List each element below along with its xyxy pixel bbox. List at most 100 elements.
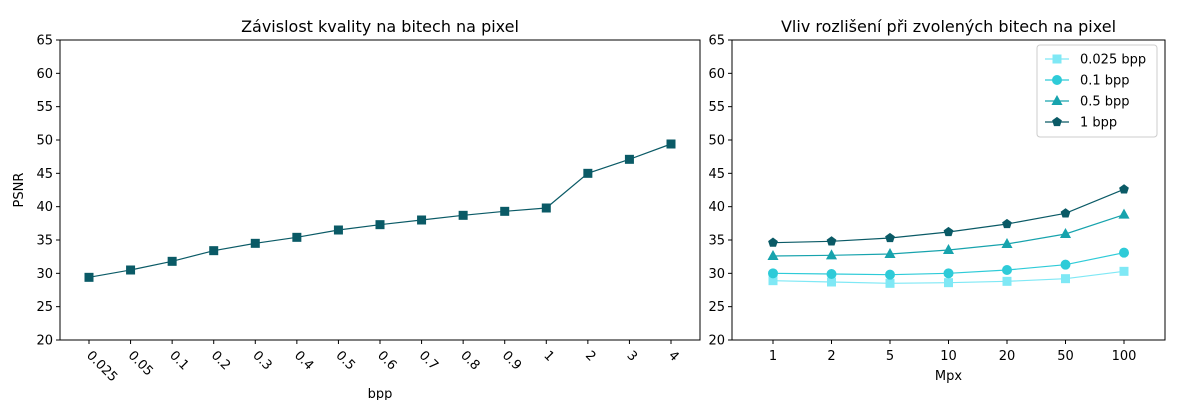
y-tick-label: 30: [36, 267, 53, 282]
x-tick-label: 0.1: [166, 348, 191, 373]
x-tick-label: 0.3: [249, 348, 274, 373]
x-tick-label: 4: [665, 348, 681, 364]
x-tick-label: 0.8: [457, 348, 482, 373]
data-point: [417, 215, 427, 225]
data-point: [885, 269, 895, 280]
data-point: [500, 206, 510, 216]
x-tick-label: 5: [886, 349, 894, 364]
data-point: [1118, 208, 1130, 219]
y-tick-label: 60: [708, 67, 725, 82]
data-point: [884, 247, 896, 258]
x-tick-label: 1: [769, 349, 777, 364]
y-tick-label: 35: [708, 234, 725, 249]
y-tick-label: 20: [708, 334, 725, 349]
data-point: [333, 225, 343, 235]
y-tick-label: 60: [36, 67, 53, 82]
x-tick-label: 0.4: [291, 348, 316, 373]
y-tick-label: 35: [36, 234, 53, 249]
data-point: [827, 277, 836, 287]
y-tick-label: 25: [708, 300, 725, 315]
data-point: [1060, 259, 1071, 270]
x-tick-label: 100: [1112, 349, 1137, 364]
y-tick-label: 65: [708, 34, 725, 49]
x-tick-label: 50: [1057, 349, 1074, 364]
data-point: [1119, 247, 1129, 258]
legend-marker: [1052, 116, 1062, 127]
y-tick-label: 45: [36, 167, 53, 182]
y-tick-label: 45: [708, 167, 725, 182]
axes-frame: [731, 39, 1166, 341]
x-tick-label: 2: [582, 348, 598, 364]
data-point: [942, 243, 955, 254]
data-point: [1119, 184, 1129, 194]
x-tick-label: 0.05: [125, 348, 156, 379]
legend: 0.025 bpp 0.1 bpp 0.5 bpp 1 bpp: [1036, 44, 1158, 138]
x-axis-label: Mpx: [935, 369, 962, 384]
data-point: [943, 268, 954, 279]
data-point: [541, 203, 551, 213]
chart-title: Závislost kvality na bitech na pixel: [241, 17, 519, 36]
data-point: [885, 278, 895, 288]
x-tick-label: 3: [624, 348, 640, 364]
legend-marker: [1052, 54, 1062, 64]
data-point: [292, 232, 302, 242]
x-tick-label: 0.5: [333, 348, 358, 373]
data-point: [1002, 218, 1012, 229]
y-tick-label: 40: [708, 200, 725, 215]
x-tick-label: 0.2: [208, 348, 233, 373]
axes-frame: [59, 39, 701, 341]
y-tick-label: 55: [36, 100, 53, 115]
y-tick-label: 65: [36, 34, 53, 49]
y-tick-label: 30: [708, 267, 725, 282]
legend-label: 0.1 bpp: [1080, 74, 1130, 89]
data-point: [209, 246, 219, 256]
data-point: [1002, 276, 1012, 286]
data-point: [1119, 266, 1129, 276]
y-tick-label: 25: [36, 300, 53, 315]
data-point: [885, 232, 895, 243]
data-point: [944, 278, 953, 288]
data-point: [458, 210, 468, 220]
legend-label: 0.5 bpp: [1080, 95, 1130, 110]
data-point: [167, 256, 177, 266]
y-tick-label: 50: [36, 134, 53, 149]
chart-1: Závislost kvality na bitech na pixel2025…: [12, 17, 701, 400]
data-point: [768, 237, 778, 247]
data-point: [826, 269, 837, 279]
x-tick-label: 1: [540, 348, 556, 364]
legend-label: 1 bpp: [1080, 116, 1117, 131]
x-tick-label: 0.9: [499, 348, 524, 373]
data-point: [1059, 227, 1072, 238]
data-point: [826, 236, 837, 246]
x-tick-label: 0.6: [374, 348, 399, 373]
x-tick-label: 2: [827, 349, 835, 364]
data-point: [666, 139, 676, 149]
y-tick-label: 40: [36, 200, 53, 215]
data-point: [1002, 265, 1012, 275]
y-tick-label: 55: [708, 100, 725, 115]
data-point: [126, 265, 136, 275]
data-point: [1001, 237, 1013, 248]
data-point: [1060, 208, 1071, 218]
legend-marker: [1051, 94, 1063, 105]
data-point: [84, 272, 94, 282]
data-point: [583, 168, 593, 178]
x-tick-label: 20: [999, 349, 1016, 364]
x-tick-label: 0.7: [416, 348, 441, 373]
data-point: [1061, 274, 1070, 284]
y-tick-label: 20: [36, 334, 53, 349]
chart-title: Vliv rozlišení při zvolených bitech na p…: [781, 17, 1116, 36]
data-point: [375, 220, 385, 230]
x-axis-label: bpp: [368, 387, 393, 400]
y-axis-label: PSNR: [12, 173, 27, 208]
y-tick-label: 50: [708, 134, 725, 149]
data-point: [250, 238, 260, 248]
data-point: [767, 249, 779, 260]
data-point: [768, 268, 778, 279]
x-tick-label: 0.025: [83, 348, 120, 385]
legend-marker: [1052, 75, 1062, 85]
legend-box: [1036, 44, 1158, 138]
data-point: [943, 226, 954, 237]
data-point: [624, 154, 634, 164]
